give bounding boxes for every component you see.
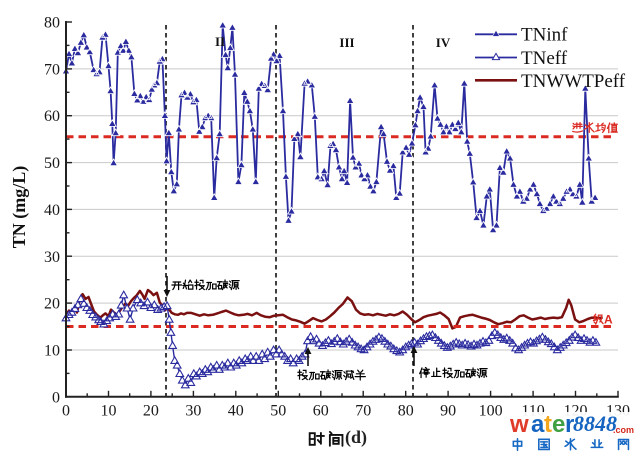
svg-text:8848: 8848	[573, 411, 617, 436]
svg-text:TNinf: TNinf	[521, 25, 568, 46]
svg-text:e: e	[552, 411, 565, 438]
svg-text:90: 90	[440, 403, 456, 420]
svg-text:60: 60	[313, 403, 329, 420]
svg-text:50: 50	[44, 155, 60, 172]
svg-text:20: 20	[143, 403, 159, 420]
svg-text:0: 0	[62, 403, 70, 420]
svg-text:III: III	[339, 35, 354, 50]
svg-text:60: 60	[44, 108, 60, 125]
svg-text:A: A	[604, 313, 613, 327]
svg-text:TNWWTPeff: TNWWTPeff	[521, 71, 626, 92]
svg-text:r: r	[565, 411, 574, 438]
svg-text:0: 0	[52, 389, 60, 406]
svg-text:TN (mg/L): TN (mg/L)	[9, 166, 30, 249]
svg-text:70: 70	[355, 403, 371, 420]
svg-text:II: II	[215, 34, 225, 49]
svg-text:10: 10	[101, 403, 117, 420]
svg-text:a: a	[531, 411, 545, 438]
svg-text:30: 30	[44, 249, 60, 266]
svg-text:70: 70	[44, 61, 60, 78]
svg-text:10: 10	[44, 343, 60, 360]
svg-text:IV: IV	[436, 35, 451, 50]
svg-text:40: 40	[44, 202, 60, 219]
svg-text:80: 80	[398, 403, 414, 420]
svg-text:w: w	[509, 411, 529, 438]
svg-text:(d): (d)	[345, 427, 367, 448]
svg-text:TNeff: TNeff	[521, 48, 568, 69]
svg-text:80: 80	[44, 15, 60, 32]
svg-text:30: 30	[185, 403, 201, 420]
svg-text:.com: .com	[613, 425, 634, 435]
svg-text:40: 40	[228, 403, 244, 420]
svg-text:50: 50	[270, 403, 286, 420]
svg-text:20: 20	[44, 296, 60, 313]
svg-text:t: t	[544, 411, 552, 438]
svg-text:100: 100	[479, 403, 503, 420]
